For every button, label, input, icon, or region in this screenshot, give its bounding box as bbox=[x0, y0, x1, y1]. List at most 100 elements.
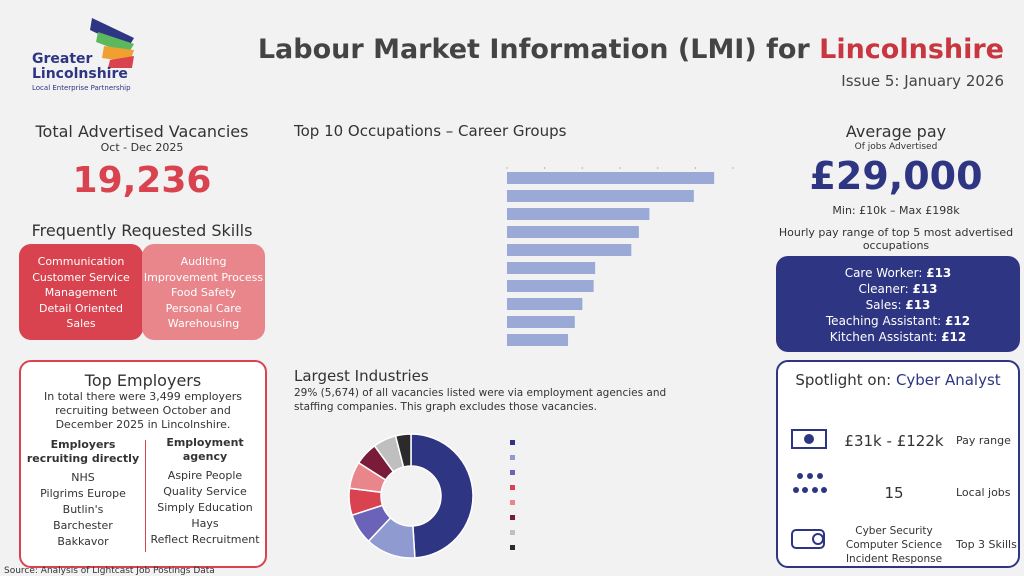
employer: NHS bbox=[71, 471, 95, 484]
direct-title: Employers recruiting directly bbox=[26, 438, 140, 465]
pay-title: Average pay bbox=[845, 122, 947, 141]
legend-swatch bbox=[510, 515, 515, 520]
job: Kitchen Assistant: bbox=[829, 330, 942, 344]
job-pay: £13 bbox=[912, 282, 938, 296]
agency: Hays bbox=[191, 517, 219, 530]
employers-title: Top Employers bbox=[84, 371, 202, 390]
skill: Food Safety bbox=[170, 286, 237, 299]
job-pay: £13 bbox=[905, 298, 931, 312]
legend-swatch bbox=[510, 530, 515, 535]
pie-title: Largest Industries bbox=[294, 367, 429, 385]
legend-swatch bbox=[510, 440, 515, 445]
agency-title: Employment agency bbox=[166, 436, 244, 463]
divider bbox=[145, 440, 146, 552]
job: Sales: bbox=[865, 298, 906, 312]
employers-box: Top Employers In total there were 3,499 … bbox=[19, 360, 267, 568]
spot-skill: Cyber Security bbox=[855, 525, 933, 537]
spot-role: Cyber Analyst bbox=[895, 371, 1001, 389]
skill: Customer Service bbox=[32, 270, 130, 284]
vacancies-title: Total Advertised Vacancies bbox=[35, 122, 249, 141]
legend-swatch bbox=[510, 470, 515, 475]
pie-subtitle: 29% (5,674) of all vacancies listed were… bbox=[294, 387, 667, 413]
spotlight-title: Spotlight on: Cyber Analyst bbox=[778, 371, 1018, 389]
job-pay: £12 bbox=[945, 314, 971, 328]
skill: Management bbox=[44, 286, 118, 299]
agency: Quality Service bbox=[163, 485, 247, 498]
job-pay: £13 bbox=[926, 266, 952, 280]
logo-mark bbox=[90, 18, 134, 68]
hourly-box: Care Worker: £13 Cleaner: £13 Sales: £13 Te… bbox=[776, 256, 1020, 352]
legend-swatch bbox=[510, 455, 515, 460]
job: Care Worker: bbox=[844, 266, 927, 280]
spot-skill: Computer Science bbox=[845, 539, 943, 551]
legend-swatch bbox=[510, 485, 515, 490]
footer: Source: Analysis of Lightcast Job Postin… bbox=[4, 566, 215, 576]
bar bbox=[507, 190, 694, 202]
spot-jobs-label: Local jobs bbox=[956, 486, 1011, 499]
logo-name: Greater Lincolnshire bbox=[32, 51, 128, 82]
job: Cleaner: bbox=[858, 282, 913, 296]
job-pay: £12 bbox=[941, 330, 967, 344]
skills-right: Auditing Improvement Process Food Safety Pe… bbox=[142, 244, 265, 340]
title-place: Lincolnshire bbox=[819, 34, 1004, 65]
pay-subtitle: Of jobs Advertised bbox=[854, 142, 938, 152]
hourly-row: Care Worker: £13 bbox=[776, 265, 1020, 281]
title-text: Labour Market Information (LMI) for bbox=[257, 34, 820, 65]
hourly-row: Teaching Assistant: £12 bbox=[776, 313, 1020, 329]
bar bbox=[507, 172, 715, 184]
pay-average: £29,000 bbox=[809, 154, 983, 198]
employers-text: In total there were 3,499 employers recr… bbox=[43, 390, 243, 431]
bar bbox=[507, 298, 583, 310]
slice bbox=[394, 433, 412, 468]
pay-range: Min: £10k – Max £198k bbox=[832, 204, 960, 217]
spot-jobs: 15 bbox=[884, 484, 904, 502]
bar-chart: 05001,0001,5002,0002,5003,000Hospitality… bbox=[506, 167, 734, 346]
skill: Detail Oriented bbox=[39, 301, 123, 315]
bar bbox=[507, 262, 596, 274]
employer: Butlin's bbox=[62, 503, 104, 516]
bar bbox=[507, 208, 650, 220]
money-icon bbox=[791, 429, 827, 449]
hourly-row: Sales: £13 bbox=[776, 297, 1020, 313]
legend-swatch bbox=[510, 500, 515, 505]
vacancies-period: Oct - Dec 2025 bbox=[100, 141, 184, 154]
agency: Simply Education bbox=[157, 501, 253, 514]
bar-title: Top 10 Occupations – Career Groups bbox=[294, 122, 567, 140]
employer: Pilgrims Europe bbox=[40, 487, 126, 500]
skills-title: Frequently Requested Skills bbox=[31, 221, 253, 240]
skill: Communication bbox=[37, 255, 125, 268]
skill: Warehousing bbox=[167, 317, 240, 330]
direct-col: Employers recruiting directly NHS Pilgrims… bbox=[25, 438, 141, 550]
vacancies-total: 19,236 bbox=[72, 160, 212, 201]
skill: Sales bbox=[66, 317, 96, 330]
bar bbox=[507, 316, 575, 328]
pie-chart: Employment activitiesHuman health activi… bbox=[348, 433, 515, 559]
logo-tagline: Local Enterprise Partnership bbox=[32, 84, 131, 92]
issue: Issue 5: January 2026 bbox=[841, 72, 1004, 90]
skills-left: Communication Customer Service Management D… bbox=[19, 244, 143, 340]
spotlight-box: Spotlight on: Cyber Analyst £31k - £122k… bbox=[776, 360, 1020, 568]
bar bbox=[507, 280, 594, 292]
spot-skills-label: Top 3 Skills bbox=[956, 538, 1017, 551]
spot-pay: £31k - £122k bbox=[844, 432, 944, 450]
hourly-row: Kitchen Assistant: £12 bbox=[776, 329, 1020, 345]
skill: Auditing bbox=[180, 255, 227, 268]
agency: Aspire People bbox=[167, 469, 243, 482]
skill: Improvement Process bbox=[143, 270, 264, 284]
title: Labour Market Information (LMI) for Linc… bbox=[258, 34, 1004, 65]
legend-swatch bbox=[510, 545, 515, 550]
hourly-title: Hourly pay range of top 5 most advertise… bbox=[778, 226, 1014, 252]
spot-skills: Cyber Security Computer Science Incident R… bbox=[834, 524, 954, 566]
bar bbox=[507, 244, 632, 256]
employer: Barchester bbox=[53, 519, 113, 532]
employer: Bakkavor bbox=[57, 535, 109, 548]
hourly-row: Cleaner: £13 bbox=[776, 281, 1020, 297]
cert-icon bbox=[791, 529, 825, 549]
spot-skill: Incident Response bbox=[845, 553, 943, 565]
spot-pay-label: Pay range bbox=[956, 434, 1011, 447]
skill: Personal Care bbox=[165, 301, 242, 315]
bar bbox=[507, 334, 569, 346]
spot-label: Spotlight on: bbox=[795, 371, 896, 389]
job: Teaching Assistant: bbox=[825, 314, 946, 328]
